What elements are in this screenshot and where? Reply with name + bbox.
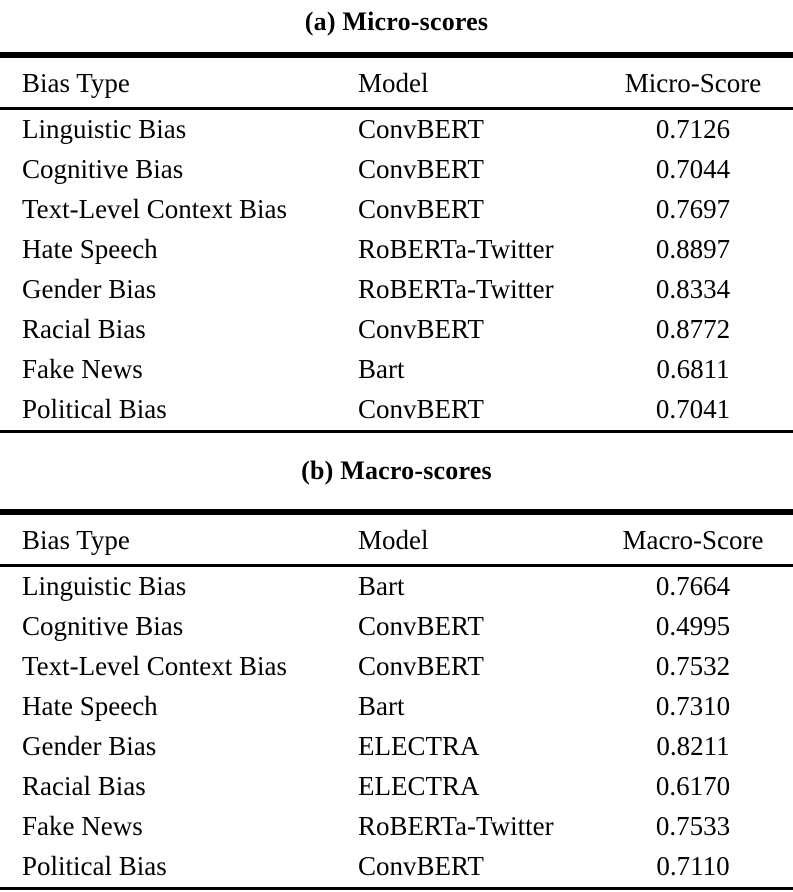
- cell-score: 0.7041: [655, 394, 731, 424]
- table-row: Linguistic Bias Bart 0.7664: [0, 566, 793, 608]
- macro-scores-caption: (b) Macro-scores: [301, 456, 492, 485]
- table-row: Gender Bias RoBERTa-Twitter 0.8334: [0, 270, 793, 310]
- cell-bias-type: Hate Speech: [22, 691, 158, 721]
- table-row: Linguistic Bias ConvBERT 0.7126: [0, 109, 793, 151]
- cell-score: 0.7532: [655, 651, 731, 681]
- cell-score: 0.6170: [655, 771, 731, 801]
- cell-score: 0.8211: [656, 731, 730, 761]
- cell-score: 0.7110: [656, 851, 730, 881]
- cell-model: ConvBERT: [358, 154, 484, 184]
- macro-scores-table: Bias Type Model Macro-Score Linguistic B…: [0, 509, 793, 890]
- header-row: Bias Type Model Micro-Score: [0, 55, 793, 110]
- cell-model: Bart: [358, 571, 405, 601]
- table-row: Hate Speech RoBERTa-Twitter 0.8897: [0, 230, 793, 270]
- cell-score: 0.7697: [655, 194, 731, 224]
- header-macro-score: Macro-Score: [593, 512, 793, 567]
- cell-score: 0.7533: [655, 811, 731, 841]
- header-micro-score: Micro-Score: [593, 55, 793, 110]
- cell-bias-type: Gender Bias: [22, 731, 157, 761]
- cell-score: 0.7664: [655, 571, 731, 601]
- cell-model: ConvBERT: [358, 314, 484, 344]
- table-row: Text-Level Context Bias ConvBERT 0.7532: [0, 647, 793, 687]
- cell-model: ELECTRA: [358, 731, 480, 761]
- micro-scores-table: Bias Type Model Micro-Score Linguistic B…: [0, 52, 793, 433]
- table-row: Racial Bias ConvBERT 0.8772: [0, 310, 793, 350]
- cell-bias-type: Racial Bias: [22, 771, 146, 801]
- cell-model: ConvBERT: [358, 394, 484, 424]
- cell-model: ConvBERT: [358, 194, 484, 224]
- cell-model: RoBERTa-Twitter: [358, 811, 554, 841]
- cell-score: 0.6811: [656, 354, 730, 384]
- cell-model: Bart: [358, 691, 405, 721]
- cell-model: ConvBERT: [358, 651, 484, 681]
- cell-bias-type: Linguistic Bias: [22, 114, 187, 144]
- cell-bias-type: Hate Speech: [22, 234, 158, 264]
- cell-score: 0.7126: [655, 114, 731, 144]
- table-row: Text-Level Context Bias ConvBERT 0.7697: [0, 190, 793, 230]
- micro-scores-caption: (a) Micro-scores: [304, 7, 489, 36]
- cell-bias-type: Cognitive Bias: [22, 611, 184, 641]
- table-row: Fake News RoBERTa-Twitter 0.7533: [0, 807, 793, 847]
- cell-model: RoBERTa-Twitter: [358, 274, 554, 304]
- cell-bias-type: Racial Bias: [22, 314, 146, 344]
- table-row: Racial Bias ELECTRA 0.6170: [0, 767, 793, 807]
- cell-bias-type: Political Bias: [22, 851, 167, 881]
- cell-score: 0.7310: [655, 691, 731, 721]
- table-row: Political Bias ConvBERT 0.7041: [0, 390, 793, 432]
- cell-model: ConvBERT: [358, 851, 484, 881]
- cell-score: 0.7044: [655, 154, 731, 184]
- table-row: Cognitive Bias ConvBERT 0.7044: [0, 150, 793, 190]
- cell-bias-type: Linguistic Bias: [22, 571, 187, 601]
- cell-bias-type: Fake News: [22, 354, 143, 384]
- cell-bias-type: Text-Level Context Bias: [22, 194, 288, 224]
- header-row: Bias Type Model Macro-Score: [0, 512, 793, 567]
- cell-score: 0.4995: [655, 611, 731, 641]
- table-row: Gender Bias ELECTRA 0.8211: [0, 727, 793, 767]
- header-bias-type: Bias Type: [0, 55, 358, 110]
- cell-bias-type: Cognitive Bias: [22, 154, 184, 184]
- cell-score: 0.8772: [655, 314, 731, 344]
- cell-model: ELECTRA: [358, 771, 480, 801]
- table-row: Political Bias ConvBERT 0.7110: [0, 847, 793, 889]
- cell-bias-type: Fake News: [22, 811, 143, 841]
- header-model: Model: [358, 55, 593, 110]
- cell-score: 0.8334: [655, 274, 731, 304]
- cell-model: ConvBERT: [358, 114, 484, 144]
- macro-scores-section: (b) Macro-scores Bias Type Model Macro-S…: [0, 433, 793, 890]
- micro-scores-section: (a) Micro-scores Bias Type Model Micro-S…: [0, 0, 793, 433]
- cell-model: RoBERTa-Twitter: [358, 234, 554, 264]
- cell-bias-type: Political Bias: [22, 394, 167, 424]
- cell-score: 0.8897: [655, 234, 731, 264]
- cell-bias-type: Gender Bias: [22, 274, 157, 304]
- header-bias-type: Bias Type: [0, 512, 358, 567]
- cell-bias-type: Text-Level Context Bias: [22, 651, 288, 681]
- cell-model: ConvBERT: [358, 611, 484, 641]
- header-model: Model: [358, 512, 593, 567]
- cell-model: Bart: [358, 354, 405, 384]
- table-row: Fake News Bart 0.6811: [0, 350, 793, 390]
- table-row: Hate Speech Bart 0.7310: [0, 687, 793, 727]
- table-row: Cognitive Bias ConvBERT 0.4995: [0, 607, 793, 647]
